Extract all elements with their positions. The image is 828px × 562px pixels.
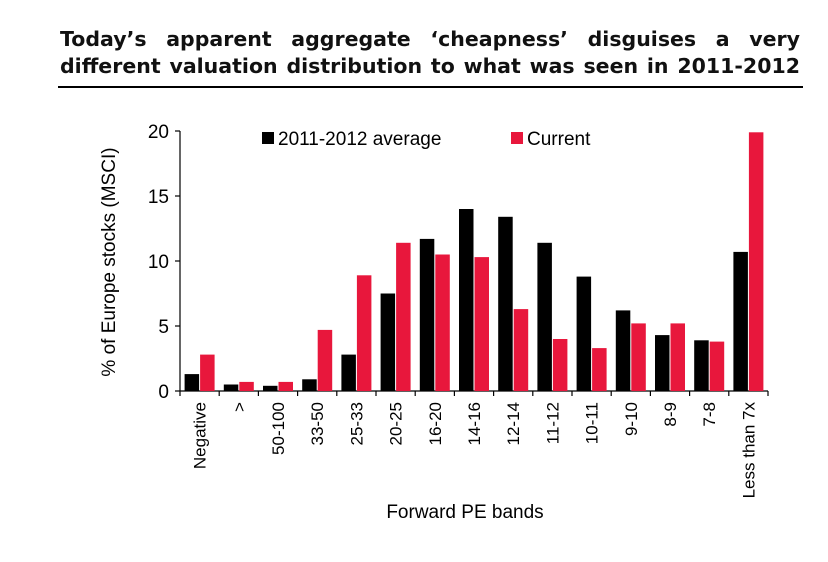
bar <box>670 323 685 391</box>
legend-label: 2011-2012 average <box>278 129 441 150</box>
y-tick-label: 15 <box>148 187 169 208</box>
x-tick-label: 7-8 <box>700 402 719 427</box>
bar <box>655 335 670 391</box>
bar <box>239 381 254 391</box>
y-tick-label: 0 <box>158 382 169 403</box>
bar <box>341 354 356 391</box>
bar <box>263 385 278 391</box>
y-ticks: 0 5 10 15 20 <box>148 122 180 403</box>
bar <box>631 323 646 391</box>
bar <box>552 339 568 391</box>
legend: 2011-2012 average Current <box>262 129 591 150</box>
bar <box>380 293 396 391</box>
x-tick-label: > <box>230 402 249 412</box>
bar <box>537 242 552 391</box>
legend-label: Current <box>527 129 591 150</box>
x-axis-title: Forward PE bands <box>386 502 543 523</box>
x-tick-label: 12-14 <box>504 402 523 445</box>
x-tick-label: 10-11 <box>583 402 602 444</box>
legend-swatch <box>262 132 274 144</box>
bar <box>474 257 489 391</box>
bar <box>592 348 607 391</box>
y-tick-label: 20 <box>148 122 169 143</box>
bar <box>419 238 435 391</box>
x-tick-label: 16-20 <box>426 402 445 445</box>
bar <box>748 132 764 392</box>
x-tick-label: 14-16 <box>465 402 484 445</box>
x-tick-label: 50-100 <box>269 402 288 455</box>
x-tick-label: 20-25 <box>387 402 406 445</box>
bar <box>709 341 725 391</box>
bar <box>302 379 317 391</box>
y-axis-title: % of Europe stocks (MSCI) <box>99 147 120 376</box>
x-tick-label: 9-10 <box>622 402 641 436</box>
x-tick-labels: Negative >50-100 33-50 25-33 20-25 16-20 14-16… <box>179 391 769 499</box>
bar <box>459 209 474 391</box>
y-tick-label: 10 <box>148 252 169 273</box>
bar <box>576 276 592 391</box>
x-tick-label: Negative <box>191 402 210 469</box>
bar <box>435 254 450 391</box>
bar <box>200 354 215 391</box>
x-tick-label: 25-33 <box>347 402 366 445</box>
x-tick-label: 33-50 <box>308 402 327 445</box>
bar <box>733 251 748 391</box>
title-underline <box>58 86 803 88</box>
bar <box>498 216 513 391</box>
bars <box>184 132 764 392</box>
legend-swatch <box>511 132 523 144</box>
bar <box>694 340 709 391</box>
x-tick-label: Less than 7x <box>739 402 758 499</box>
bar <box>278 381 293 391</box>
x-tick-label: 11-12 <box>543 402 562 444</box>
x-tick-label: 8-9 <box>661 402 680 427</box>
y-tick-label: 5 <box>158 317 169 338</box>
bar <box>513 309 529 391</box>
bar <box>615 310 631 391</box>
chart-title: Today’s apparent aggregate ‘cheapness’ d… <box>60 27 800 78</box>
bar <box>396 242 411 391</box>
bar <box>317 329 333 391</box>
bar <box>223 384 239 391</box>
bar <box>184 374 200 391</box>
bar <box>356 275 372 391</box>
